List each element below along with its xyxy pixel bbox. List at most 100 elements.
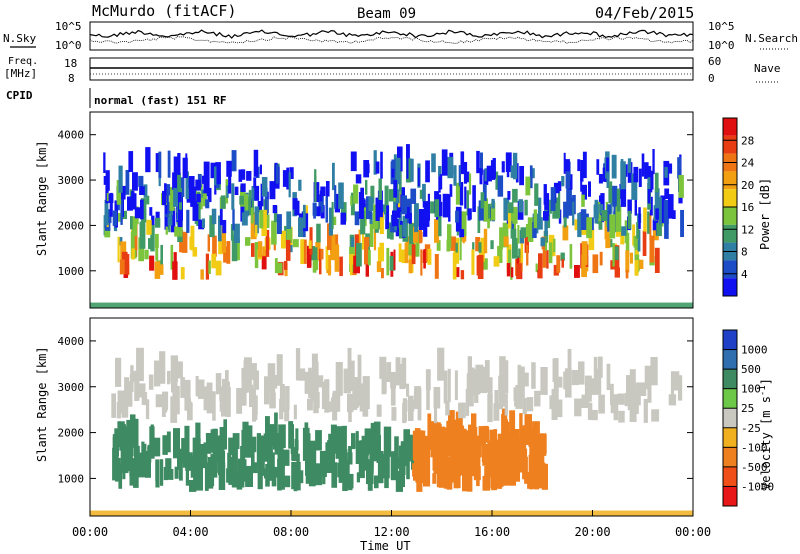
power-cell: [261, 177, 268, 197]
velocity-cell: [279, 386, 285, 411]
velocity-cell: [166, 431, 171, 453]
velocity-xtick-label-4: 16:00: [474, 525, 510, 539]
power-cell: [360, 187, 364, 209]
power-cell: [449, 184, 453, 197]
power-cell: [139, 221, 146, 249]
power-cell: [599, 251, 603, 266]
power-cell: [154, 261, 161, 279]
power-cell: [638, 207, 641, 229]
power-cell: [272, 205, 278, 214]
power-colorbar-label-5: 24: [741, 157, 755, 170]
power-cell: [177, 172, 181, 193]
velocity-cell: [407, 395, 414, 421]
power-cell: [546, 214, 551, 228]
velocity-cell: [120, 421, 125, 447]
power-cell: [203, 161, 210, 189]
velocity-cell: [536, 442, 544, 453]
power-cell: [315, 242, 321, 261]
power-cell: [241, 212, 248, 226]
velocity-cell: [395, 357, 401, 386]
power-cell: [273, 205, 278, 223]
velocity-cell: [285, 386, 290, 410]
power-cell: [271, 220, 277, 245]
velocity-cell: [145, 450, 151, 478]
power-cell: [563, 201, 569, 219]
velocity-cell: [245, 465, 253, 487]
power-cell: [472, 185, 476, 212]
velocity-cell: [423, 463, 428, 482]
velocity-colorbar-label-3: 25: [741, 402, 754, 415]
power-cell: [164, 184, 171, 196]
velocity-cell: [651, 409, 660, 422]
velocity-cell: [244, 380, 251, 393]
velocity-cell: [436, 422, 441, 456]
power-cell: [162, 190, 167, 206]
power-cell: [404, 242, 409, 264]
velocity-cell: [567, 348, 572, 382]
velocity-cell: [598, 394, 605, 414]
velocity-cell: [445, 400, 450, 416]
power-cell: [319, 190, 323, 202]
power-cell: [328, 207, 333, 236]
velocity-cell: [291, 461, 296, 490]
power-cell: [588, 228, 595, 251]
velocity-cell: [465, 432, 472, 455]
power-cell: [130, 216, 133, 230]
power-cell: [520, 237, 524, 263]
power-cell: [165, 226, 168, 235]
power-cell: [395, 218, 401, 237]
velocity-xtick-label-0: 00:00: [72, 525, 108, 539]
power-cell: [652, 149, 655, 175]
velocity-cell: [466, 474, 473, 492]
power-cell: [368, 249, 371, 266]
power-cell: [565, 159, 570, 172]
power-cell: [447, 156, 454, 179]
velocity-cell: [491, 449, 498, 465]
power-cell: [518, 248, 521, 258]
power-colorbar-seg: [723, 189, 737, 207]
power-cell: [180, 267, 185, 280]
velocity-cell: [428, 439, 437, 451]
velocity-cell: [148, 374, 154, 390]
power-cell: [582, 151, 587, 179]
power-cell: [538, 253, 543, 279]
power-ytick-label-3: 4000: [58, 129, 85, 142]
velocity-cell: [610, 394, 619, 414]
power-cell: [480, 237, 485, 253]
velocity-cell: [478, 426, 485, 446]
velocity-cell: [316, 375, 324, 388]
power-colorbar-seg: [723, 171, 737, 190]
power-cell: [138, 237, 144, 262]
power-cell: [615, 205, 622, 232]
velocity-colorbar-seg: [723, 427, 737, 448]
velocity-cell: [147, 446, 152, 463]
power-cell: [286, 211, 292, 229]
velocity-cell: [159, 351, 166, 384]
power-cell: [607, 204, 611, 232]
power-cell: [286, 227, 293, 243]
power-cell: [614, 267, 620, 278]
velocity-cell: [497, 433, 505, 448]
velocity-cell: [232, 446, 238, 479]
velocity-cell: [348, 360, 355, 392]
velocity-cell: [521, 452, 525, 468]
power-cell: [663, 200, 669, 224]
velocity-cell: [471, 439, 476, 461]
power-cell: [118, 165, 123, 193]
power-cell: [253, 149, 259, 177]
velocity-cell: [302, 427, 310, 461]
power-cell: [423, 249, 426, 269]
velocity-cell: [498, 375, 503, 410]
power-cell: [611, 185, 618, 205]
power-cell: [535, 263, 538, 273]
velocity-cell: [563, 371, 568, 390]
velocity-cell: [327, 440, 333, 466]
velocity-cell: [531, 362, 536, 389]
velocity-cell: [251, 436, 257, 453]
power-colorbar-label-1: 8: [741, 246, 748, 259]
velocity-cell: [181, 438, 189, 464]
velocity-cell: [533, 450, 537, 479]
power-cell: [316, 206, 321, 217]
velocity-colorbar-seg: [723, 388, 737, 409]
power-cell: [650, 170, 654, 190]
